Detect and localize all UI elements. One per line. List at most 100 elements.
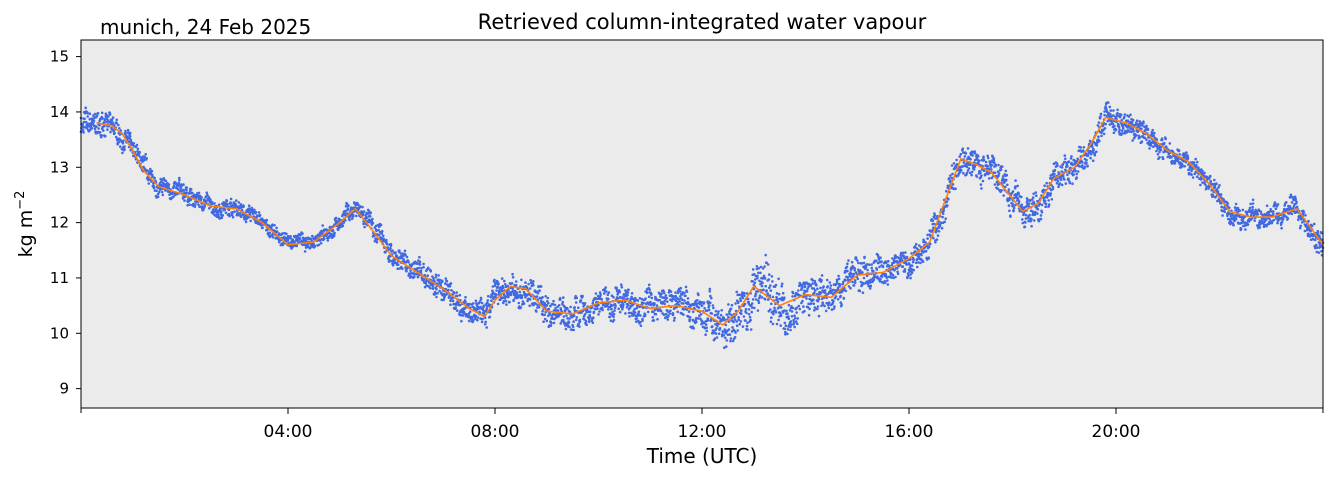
raw-point (1109, 109, 1113, 112)
raw-point (212, 208, 215, 211)
raw-point (787, 317, 791, 321)
raw-point (961, 147, 965, 150)
raw-point (256, 214, 259, 217)
y-tick-label: 14 (50, 103, 69, 121)
raw-point (588, 313, 591, 317)
raw-point (480, 320, 484, 324)
raw-point (697, 317, 700, 320)
raw-point (771, 280, 774, 283)
raw-point (769, 308, 772, 311)
raw-point (437, 274, 440, 277)
raw-point (756, 309, 760, 312)
raw-point (928, 233, 931, 236)
raw-point (729, 307, 733, 311)
raw-point (597, 303, 600, 307)
raw-point (833, 305, 836, 308)
raw-point (842, 280, 845, 284)
raw-point (1166, 155, 1170, 159)
raw-point (258, 213, 262, 217)
raw-point (1134, 121, 1138, 124)
raw-point (1268, 218, 1271, 221)
raw-point (1303, 229, 1307, 233)
raw-point (888, 264, 891, 268)
raw-point (1081, 161, 1084, 164)
raw-point (1190, 173, 1193, 176)
raw-point (232, 201, 236, 204)
raw-point (1026, 199, 1029, 202)
raw-point (511, 275, 515, 279)
raw-point (707, 304, 711, 307)
raw-point (787, 315, 790, 318)
raw-point (651, 316, 655, 319)
raw-point (713, 337, 717, 341)
raw-point (459, 303, 462, 307)
raw-point (1268, 210, 1272, 213)
raw-point (445, 279, 449, 283)
raw-point (528, 298, 532, 301)
raw-point (472, 319, 475, 322)
raw-point (823, 291, 827, 295)
raw-point (405, 270, 408, 273)
raw-point (544, 295, 547, 298)
raw-point (982, 158, 986, 162)
raw-point (528, 287, 532, 290)
raw-point (1219, 193, 1223, 196)
raw-point (1039, 214, 1043, 217)
raw-point (399, 252, 403, 255)
raw-point (532, 283, 535, 287)
raw-point (206, 194, 209, 197)
raw-point (1138, 136, 1142, 139)
raw-point (939, 221, 943, 225)
raw-point (1292, 205, 1296, 208)
raw-point (1234, 202, 1238, 206)
raw-point (311, 234, 314, 238)
raw-point (1214, 195, 1217, 199)
raw-point (478, 300, 482, 303)
raw-point (1016, 184, 1019, 188)
raw-point (705, 309, 709, 313)
raw-point (648, 288, 651, 291)
raw-point (1185, 151, 1188, 154)
raw-point (1215, 188, 1219, 191)
raw-point (1017, 192, 1020, 195)
raw-point (295, 244, 299, 248)
raw-point (853, 267, 856, 270)
raw-point (772, 312, 775, 316)
raw-point (807, 313, 811, 317)
raw-point (870, 266, 873, 270)
raw-point (901, 265, 905, 268)
raw-point (506, 284, 510, 288)
raw-point (704, 323, 708, 326)
raw-point (766, 298, 770, 301)
raw-point (728, 333, 732, 336)
raw-point (543, 301, 546, 305)
raw-point (355, 214, 358, 218)
raw-point (554, 307, 557, 310)
raw-point (862, 261, 866, 265)
raw-point (484, 320, 488, 324)
raw-point (779, 324, 782, 327)
raw-point (740, 309, 743, 312)
raw-point (1049, 194, 1052, 197)
raw-point (449, 303, 452, 307)
raw-point (779, 314, 783, 317)
raw-point (1168, 142, 1172, 145)
raw-point (987, 167, 991, 171)
raw-point (578, 320, 582, 324)
raw-point (1108, 123, 1112, 126)
raw-point (1318, 234, 1321, 237)
raw-point (709, 294, 712, 298)
raw-point (820, 274, 824, 277)
raw-point (811, 279, 814, 282)
raw-point (736, 300, 740, 304)
raw-point (132, 142, 136, 145)
raw-point (1272, 212, 1275, 216)
raw-point (768, 294, 772, 297)
raw-point (1032, 192, 1035, 196)
raw-point (812, 287, 816, 290)
raw-point (124, 131, 127, 135)
raw-point (966, 169, 970, 172)
raw-point (1250, 212, 1253, 216)
raw-point (96, 112, 100, 115)
raw-point (1269, 208, 1272, 211)
